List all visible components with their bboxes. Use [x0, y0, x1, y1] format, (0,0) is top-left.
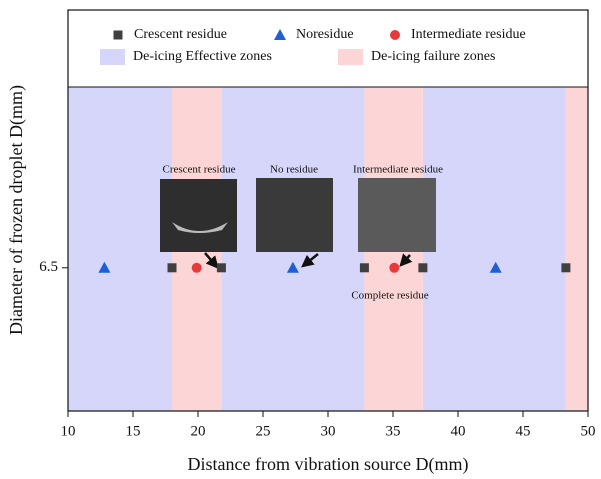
legend-label: Noresidue: [296, 27, 354, 42]
annotation: Intermediate residue: [353, 164, 443, 176]
x-tick-label: 45: [516, 423, 531, 439]
point: [192, 263, 202, 273]
legend-marker: [390, 30, 400, 40]
x-axis-label: Distance from vibration source D(mm): [188, 454, 469, 475]
legend-marker: [274, 29, 286, 40]
legend-label: De-icing Effective zones: [133, 49, 272, 64]
zone: [566, 87, 588, 411]
x-tick-label: 25: [256, 423, 271, 439]
annotation: No residue: [270, 164, 318, 176]
legend-label: Crescent residue: [134, 27, 227, 42]
inset-image: [160, 179, 237, 252]
legend-swatch: [100, 49, 125, 65]
x-tick-label: 20: [191, 423, 206, 439]
legend-label: De-icing failure zones: [371, 49, 495, 64]
point: [561, 263, 570, 272]
zone: [68, 87, 172, 411]
x-tick-label: 35: [386, 423, 401, 439]
x-tick-label: 50: [581, 423, 596, 439]
legend-marker: [114, 31, 123, 40]
inset-image: [358, 178, 436, 252]
point: [389, 263, 399, 273]
point: [418, 263, 427, 272]
point: [168, 263, 177, 272]
y-tick-label: 6.5: [39, 259, 58, 275]
x-tick-label: 40: [451, 423, 466, 439]
annotation: Crescent residue: [163, 164, 236, 176]
x-tick-label: 10: [61, 423, 76, 439]
annotation: Complete residue: [351, 290, 428, 302]
point: [217, 263, 226, 272]
legend-label: Intermediate residue: [411, 27, 526, 42]
inset-image: [256, 178, 333, 252]
point: [360, 263, 369, 272]
legend-swatch: [338, 49, 363, 65]
x-tick-label: 30: [321, 423, 336, 439]
y-axis-label: Diameter of frozen droplet D(mm): [6, 85, 27, 335]
zone: [423, 87, 566, 411]
chart: 10 15 20 25 30 35 40 45 50 6.5 Crescent residue N…: [0, 0, 601, 479]
x-tick-label: 15: [126, 423, 141, 439]
